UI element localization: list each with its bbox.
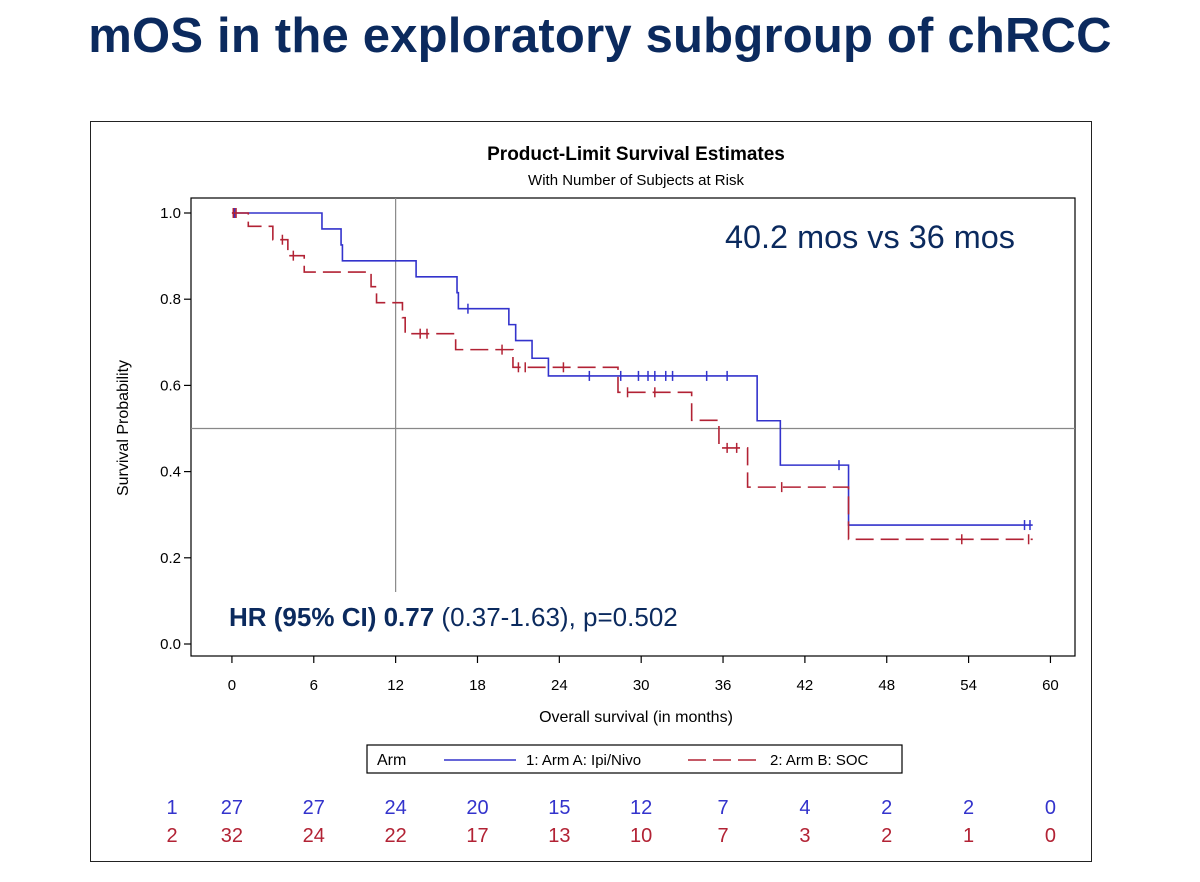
at-risk-count-series-1: 7: [717, 797, 728, 819]
legend-box: [366, 744, 903, 774]
x-tick-label: 54: [960, 677, 977, 694]
at-risk-table: 1 27 27 24 20 15 12 7 4 2 2 02 32 24 22 17 13 10 7 3 2 1 0: [166, 797, 1056, 847]
slide-title: mOS in the exploratory subgroup of chRCC: [88, 9, 1112, 63]
at-risk-count-series-2: 2: [881, 825, 892, 847]
at-risk-count-series-1: 27: [303, 797, 325, 819]
figure-frame: [90, 121, 1092, 862]
at-risk-count-series-2: 24: [303, 825, 325, 847]
at-risk-count-series-1: 2: [963, 797, 974, 819]
x-axis-label: Overall survival (in months): [539, 709, 733, 726]
x-tick-label: 12: [387, 677, 404, 694]
x-tick-label: 36: [715, 677, 732, 694]
plot-area: 0 6 12 18 24 30 36 42 48 54 60 0.0 0.2 0.4 0.6 0.8 1.0: [160, 197, 1076, 694]
at-risk-count-series-2: 1: [963, 825, 974, 847]
at-risk-count-series-2: 22: [385, 825, 407, 847]
y-tick-label: 0.4: [160, 464, 181, 481]
plot-border: [190, 197, 1076, 657]
x-tick-label: 30: [633, 677, 650, 694]
at-risk-count-series-1: 20: [466, 797, 488, 819]
legend: Arm 1: Arm A: Ipi/Nivo 2: Arm B: SOC: [366, 744, 903, 774]
y-tick-label: 0.2: [160, 550, 181, 567]
at-risk-row-label-2: 2: [166, 825, 177, 847]
x-tick-label: 6: [310, 677, 318, 694]
y-axis-label: Survival Probability: [115, 360, 132, 496]
median-annotation: 40.2 mos vs 36 mos: [725, 219, 1015, 255]
at-risk-count-series-1: 12: [630, 797, 652, 819]
y-tick-label: 1.0: [160, 205, 181, 222]
y-tick-label: 0.6: [160, 377, 181, 394]
chart-subtitle: With Number of Subjects at Risk: [528, 172, 744, 189]
hr-annotation: HR (95% CI) 0.77 (0.37-1.63), p=0.502: [229, 602, 678, 632]
at-risk-count-series-1: 24: [385, 797, 407, 819]
x-tick-label: 0: [228, 677, 236, 694]
y-tick-label: 0.8: [160, 291, 181, 308]
x-tick-label: 18: [469, 677, 486, 694]
at-risk-count-series-1: 2: [881, 797, 892, 819]
survival-curve-series-1: [231, 212, 1033, 526]
at-risk-count-series-2: 13: [548, 825, 570, 847]
hr-bold-text: HR (95% CI) 0.77: [229, 602, 434, 632]
at-risk-count-series-2: 32: [221, 825, 243, 847]
at-risk-row-label-1: 1: [166, 797, 177, 819]
survival-curve-series-2: [231, 212, 1033, 541]
x-tick-label: 42: [797, 677, 814, 694]
legend-label-series-1: 1: Arm A: Ipi/Nivo: [526, 752, 641, 769]
at-risk-count-series-1: 15: [548, 797, 570, 819]
at-risk-count-series-2: 3: [799, 825, 810, 847]
legend-title: Arm: [377, 752, 406, 769]
x-tick-label: 48: [878, 677, 895, 694]
at-risk-count-series-1: 27: [221, 797, 243, 819]
chart-title: Product-Limit Survival Estimates: [487, 144, 785, 165]
at-risk-count-series-2: 17: [466, 825, 488, 847]
at-risk-count-series-2: 0: [1045, 825, 1056, 847]
x-tick-label: 60: [1042, 677, 1059, 694]
legend-label-series-2: 2: Arm B: SOC: [770, 752, 869, 769]
at-risk-count-series-1: 4: [799, 797, 810, 819]
x-tick-label: 24: [551, 677, 568, 694]
y-tick-label: 0.0: [160, 636, 181, 653]
hr-rest-text: (0.37-1.63), p=0.502: [434, 602, 678, 632]
at-risk-count-series-1: 0: [1045, 797, 1056, 819]
at-risk-count-series-2: 10: [630, 825, 652, 847]
at-risk-count-series-2: 7: [717, 825, 728, 847]
